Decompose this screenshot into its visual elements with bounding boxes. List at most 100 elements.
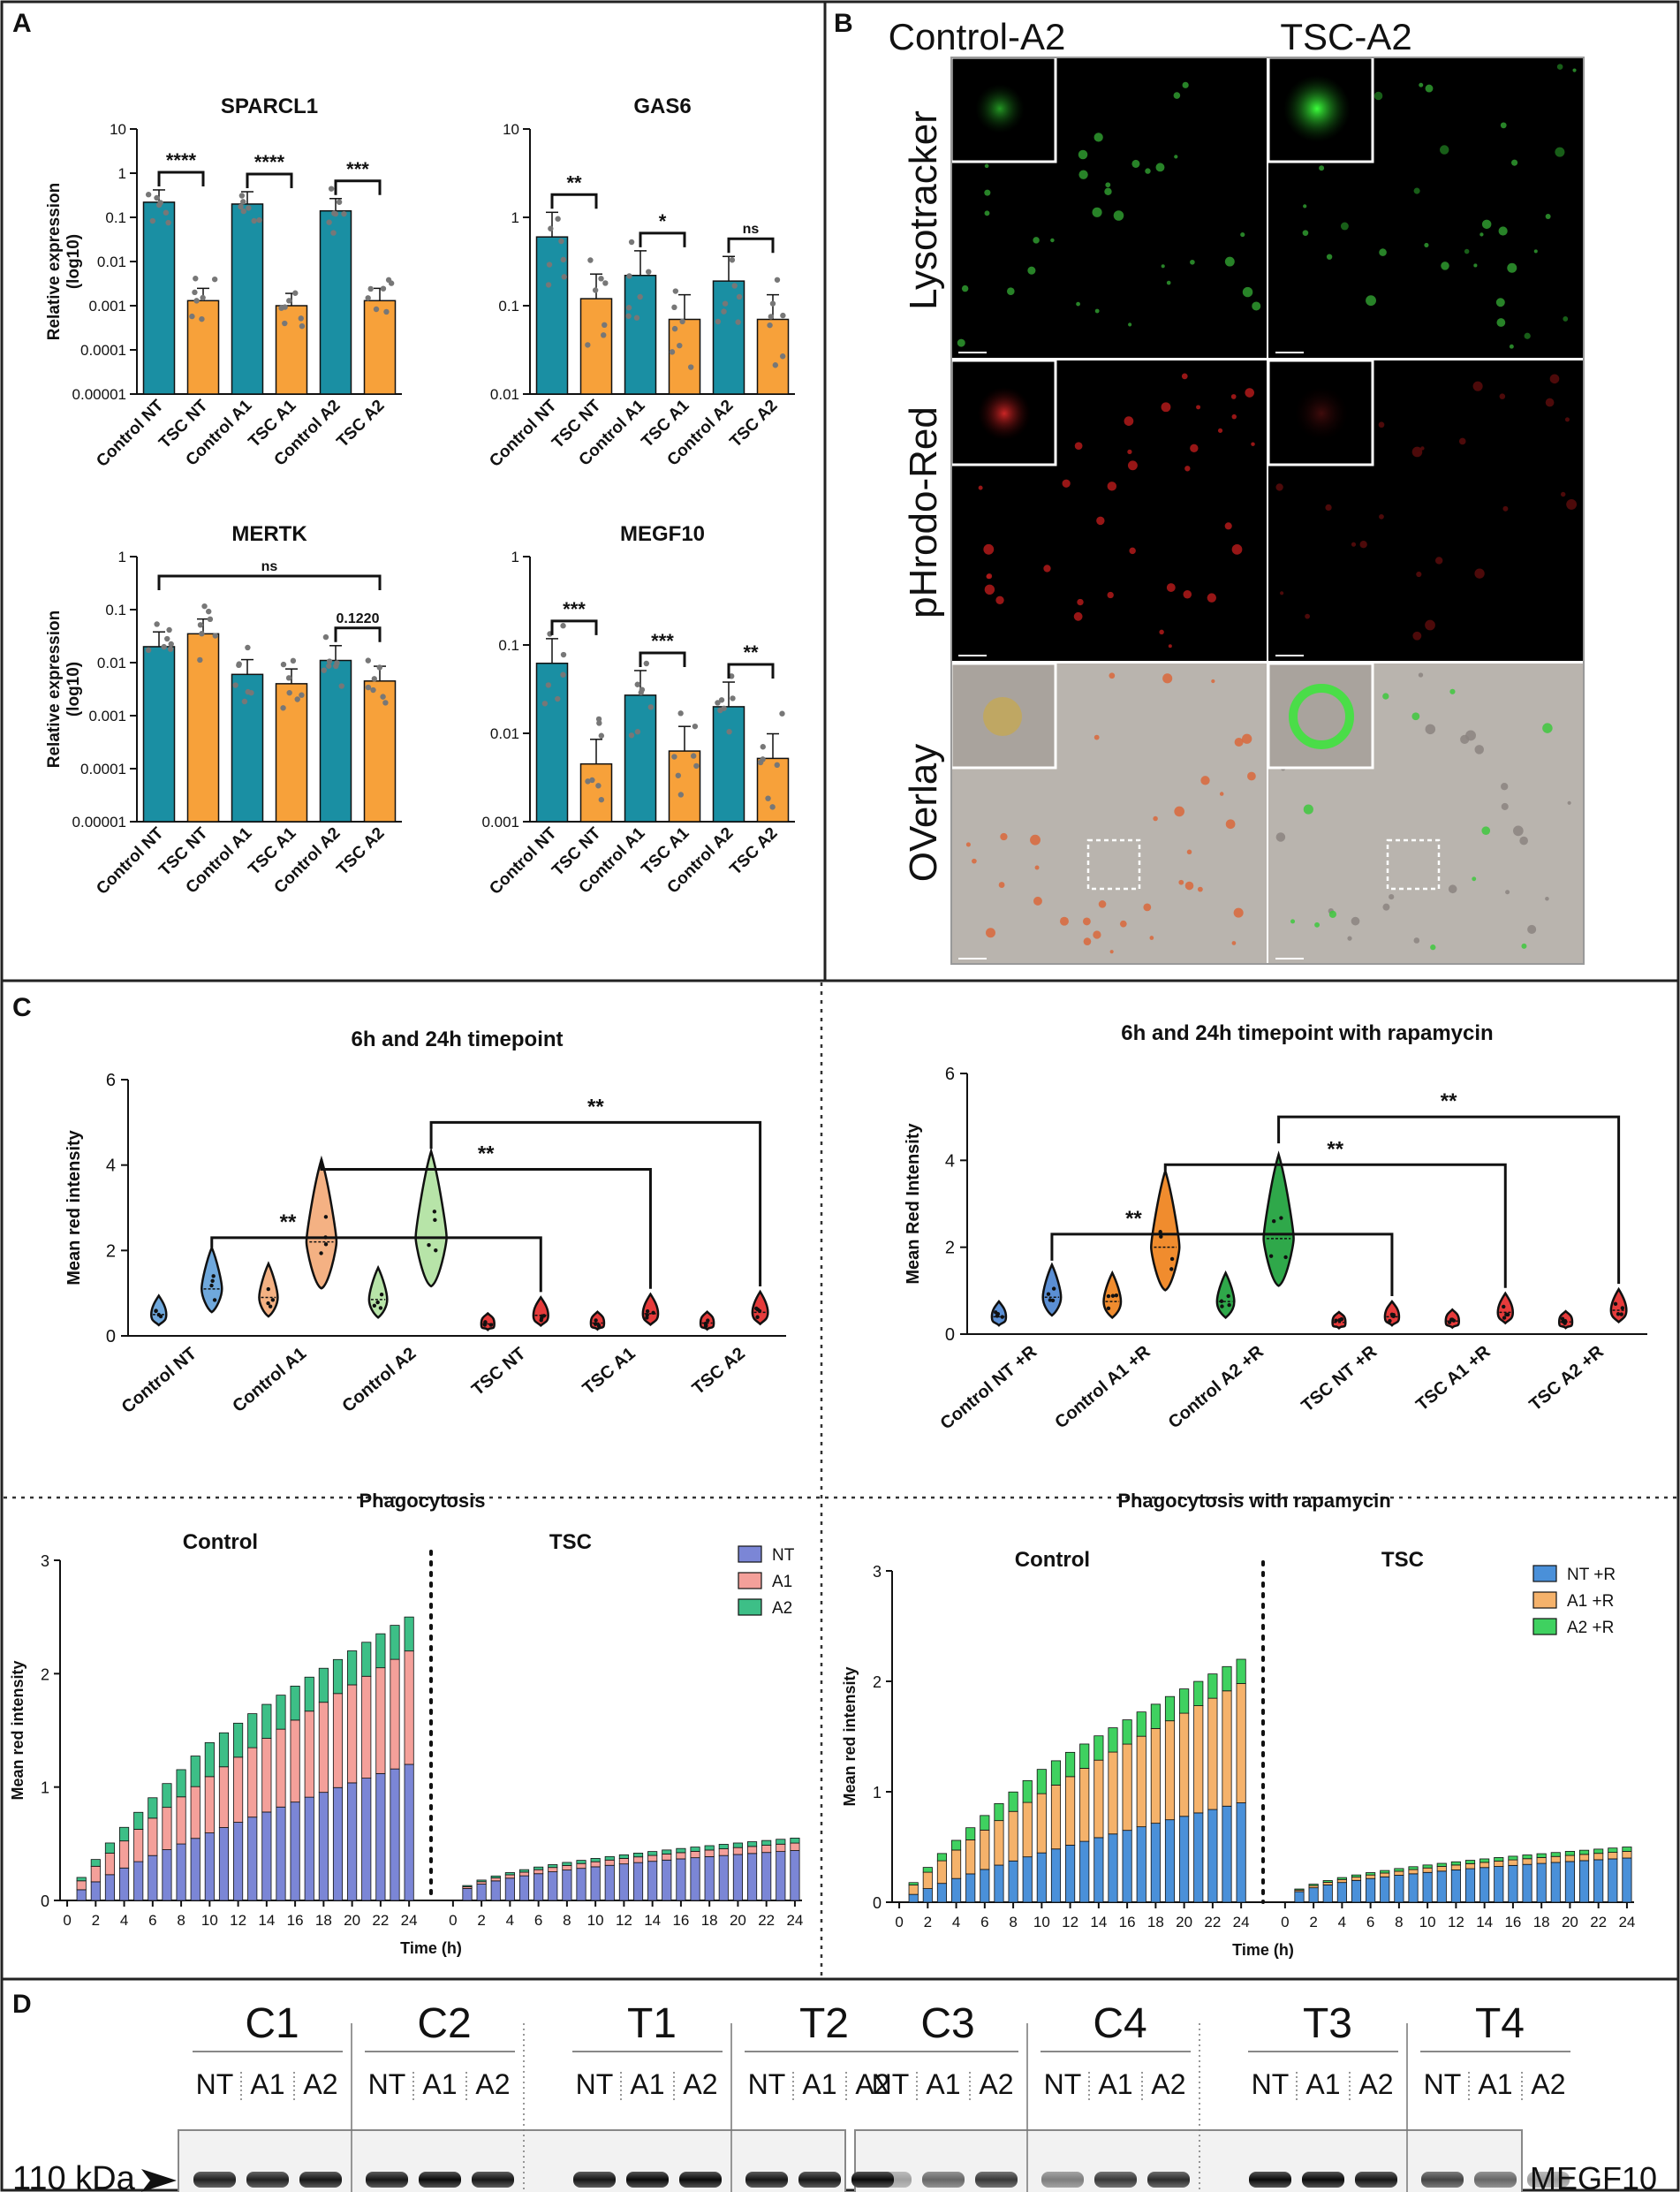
chart-title: GAS6 <box>633 95 691 118</box>
stacked-bar-segment <box>790 1838 800 1844</box>
bar <box>756 757 790 823</box>
stacked-bar-segment <box>318 1702 329 1794</box>
inset-signal <box>975 84 1025 133</box>
x-tick-label: Control NT <box>486 823 561 899</box>
sig-bracket <box>550 193 598 209</box>
stacked-bar-segment <box>462 1888 473 1901</box>
stacked-bar-segment <box>1207 1809 1218 1903</box>
microscopy-panel: Control-A2 TSC-A2 Lysotracker pHrodo-Red… <box>889 16 1585 965</box>
stacked-bar-segment <box>1351 1877 1362 1881</box>
data-point <box>380 285 387 292</box>
legend-swatch <box>738 1598 762 1616</box>
micro-frame <box>950 57 1585 965</box>
data-point <box>331 210 337 216</box>
violin-point <box>539 1318 543 1323</box>
data-point <box>251 217 257 224</box>
stacked-bar-segment <box>1008 1860 1018 1903</box>
violin <box>1150 1166 1181 1292</box>
cell <box>1231 544 1243 555</box>
data-point <box>601 332 607 338</box>
group-label: Control <box>1015 1548 1090 1572</box>
violin <box>1262 1150 1295 1287</box>
x-tick-label: 16 <box>672 1912 689 1929</box>
cell <box>1224 256 1235 267</box>
stacked-bar-segment <box>1408 1866 1419 1870</box>
stacked-bar-segment <box>1479 1862 1490 1869</box>
cell <box>1326 254 1333 260</box>
lane-label: A1 <box>802 2068 836 2100</box>
stacked-bar-segment <box>604 1864 615 1901</box>
stacked-bar-segment <box>590 1866 601 1901</box>
x-tick-label: 10 <box>201 1912 218 1929</box>
data-point <box>385 277 392 284</box>
cell <box>1418 672 1424 678</box>
stacked-bar-segment <box>1464 1862 1476 1870</box>
x-tick-label: 18 <box>701 1912 718 1929</box>
chart-sparcl1: SPARCL1 10 1 0.1 0.01 0.001 0.0001 0.00001 Relat… <box>45 95 402 471</box>
chart-violin1: 6h and 24h timepoint 0 2 4 6 Mean red intensi… <box>64 1028 786 1417</box>
cell <box>1382 903 1390 911</box>
stacked-bar-segment <box>1550 1852 1561 1857</box>
data-point <box>373 306 380 313</box>
cell <box>1389 893 1395 900</box>
data-point <box>256 216 262 224</box>
cell <box>1275 832 1286 842</box>
stacked-bar-segment <box>704 1845 715 1851</box>
cell <box>1094 734 1100 740</box>
x-tick-label: 18 <box>1533 1914 1550 1930</box>
stacked-bar-segment <box>1366 1874 1376 1879</box>
cell <box>1098 900 1107 908</box>
data-point <box>671 304 677 311</box>
data-point <box>560 256 566 263</box>
cell <box>1240 232 1245 238</box>
chart-title: SPARCL1 <box>221 95 318 118</box>
stacked-bar-segment <box>746 1853 758 1901</box>
y-tick-label: 0.01 <box>490 725 519 742</box>
violin <box>480 1311 496 1332</box>
x-tick-label: 24 <box>1618 1914 1635 1930</box>
cell <box>1074 442 1083 451</box>
stacked-bar-segment <box>1094 1735 1104 1761</box>
data-point <box>245 644 251 651</box>
cell <box>986 573 993 580</box>
stacked-bar-segment <box>1308 1887 1319 1903</box>
stacked-bar-segment <box>1366 1877 1376 1903</box>
sig-bracket <box>334 179 382 195</box>
x-tick-label: 2 <box>924 1914 932 1930</box>
x-tick-label: 24 <box>401 1912 418 1929</box>
y-tick-label: 3 <box>41 1552 49 1570</box>
bar <box>275 683 308 823</box>
violin-point <box>1169 1256 1175 1262</box>
cell <box>1351 542 1357 547</box>
cell <box>1128 322 1132 327</box>
stacked-bar-segment <box>761 1845 772 1854</box>
band <box>1041 2172 1084 2188</box>
stacked-bar-segment <box>761 1852 772 1901</box>
cell <box>1149 936 1154 940</box>
stacked-bar-segment <box>618 1854 629 1859</box>
cell <box>1107 591 1114 599</box>
stacked-bar-segment <box>1380 1876 1390 1903</box>
stacked-bar-segment <box>1578 1849 1590 1855</box>
data-point <box>166 626 172 633</box>
x-tick-label: 20 <box>344 1912 360 1929</box>
data-point <box>154 194 160 201</box>
lane-label: A1 <box>250 2068 284 2100</box>
stacked-bar-segment <box>404 1763 414 1901</box>
stacked-bar-segment <box>1108 1833 1118 1903</box>
data-point <box>735 319 741 325</box>
sig-bracket <box>550 619 598 635</box>
stacked-bar-segment <box>1578 1854 1590 1862</box>
legend-label: A2 <box>772 1599 792 1618</box>
violin-point <box>154 1308 158 1313</box>
sample-label: T4 <box>1475 2000 1525 2047</box>
cell <box>1498 226 1508 236</box>
band <box>798 2172 841 2188</box>
cell <box>1129 547 1136 555</box>
stacked-bar-segment <box>133 1811 144 1830</box>
band <box>1474 2172 1517 2188</box>
cell <box>1378 421 1385 429</box>
group-label: TSC <box>549 1530 592 1554</box>
data-point <box>334 660 340 666</box>
sig-label: ** <box>478 1142 495 1166</box>
